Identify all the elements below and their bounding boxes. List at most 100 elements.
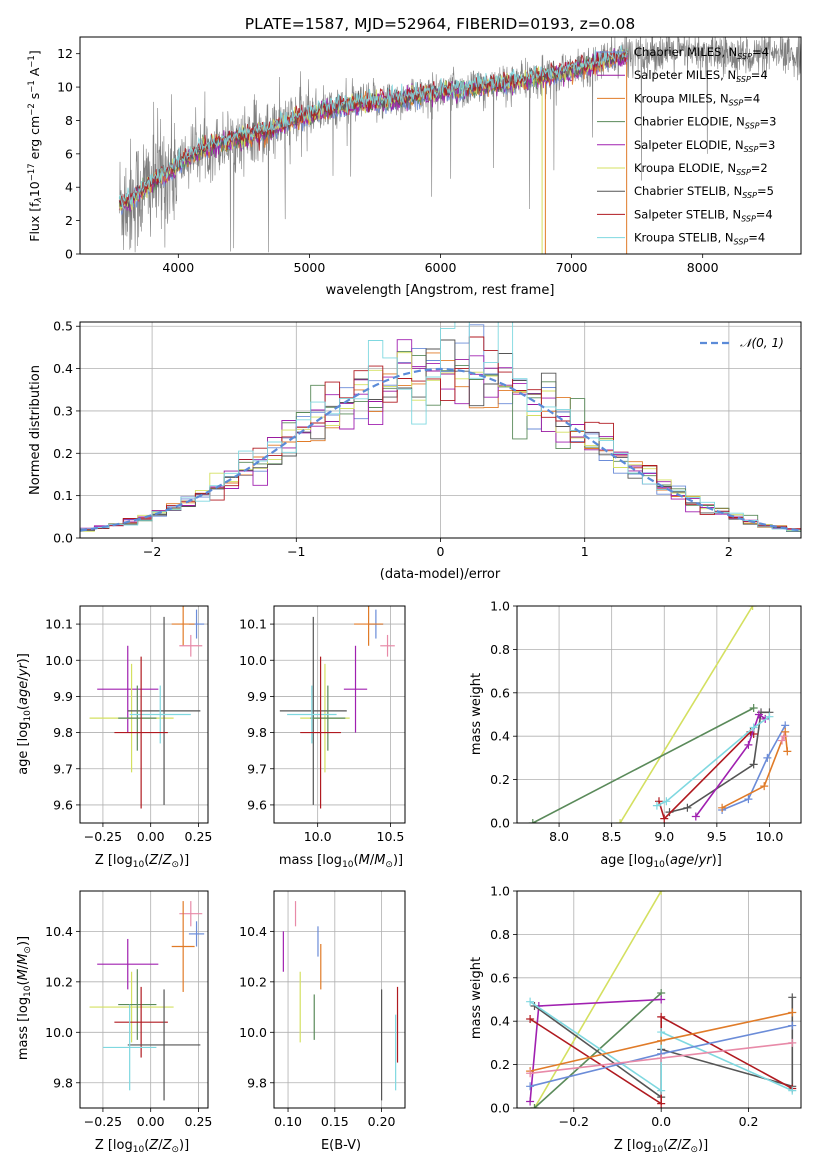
x-tick-label: −2 [143,544,161,559]
spectrum-title: PLATE=1587, MJD=52964, FIBERID=0193, z=0… [245,15,635,33]
error-bar-point [118,969,157,1040]
error-bar-point [114,656,168,809]
y-tick-label: 0.4 [490,729,510,744]
mass-weight-line [533,891,662,1108]
y-tick-label: 8 [65,113,73,128]
error-bar-point [118,685,157,751]
y-tick-label: 9.6 [53,797,73,812]
plus-marker [749,723,758,732]
spectrum-legend: Chabrier MILES, NSSP=4 Salpeter MILES, NS… [597,45,776,247]
plus-marker [788,993,797,1002]
plus-marker [788,1021,797,1030]
x-tick-label: 8000 [687,260,719,275]
y-tick-label: 9.8 [247,1075,267,1090]
error-bar-point [171,606,195,646]
x-tick-label: 6000 [425,260,457,275]
plus-marker [788,1038,797,1047]
error-bar-point [188,921,205,947]
plus-marker [526,1069,535,1078]
histogram-step [80,322,801,532]
mass-weight-line [721,731,789,809]
error-bar-point [97,938,159,990]
y-tick-label: 0.8 [490,927,510,942]
mass-weight-line [656,716,770,807]
plus-marker [662,797,671,806]
axes-frame [516,605,802,824]
x-tick-label: 0.25 [185,829,213,844]
error-bar-point [127,616,201,805]
y-tick-label: 0.0 [53,531,73,546]
plus-marker [749,760,758,769]
error-bar-point [102,1004,157,1091]
x-tick-label: 7000 [556,260,588,275]
plus-marker [660,814,669,823]
mass-weight-line [619,606,754,823]
residual-histogram-panel: −2 −1 0 1 2 0.0 0.1 0.2 0.3 0.4 0.5 𝒩(0, 1) (data-m… [28,319,802,582]
mass-weight-vs-age-panel: 8.0 8.5 9.0 9.5 10.0 0.0 0.2 0.4 0.6 0.8 1.0 age [… [469,599,802,870]
histogram-xlabel: (data-model)/error [380,567,501,582]
x-tick-label: 10.0 [756,829,784,844]
y-tick-label: 6 [65,146,73,161]
x-tick-label: 10.5 [377,829,405,844]
x-tick-label: 0.0 [651,1114,671,1129]
plus-marker [765,712,774,721]
error-bar-point [171,901,195,992]
plus-marker [526,997,535,1006]
mass-ebv-xlabel: E(B-V) [321,1138,361,1153]
mass-weight-vs-metallicity-panel: −0.2 0.0 0.2 0.0 0.2 0.4 0.6 0.8 1.0 Z [log10(Z/… [469,884,802,1155]
mw-age-ylabel: mass weight [469,673,484,755]
observed-spectrum [119,37,801,253]
x-tick-label: −1 [287,544,305,559]
error-bar-point [89,971,174,1043]
plot-content [89,901,205,1101]
plus-marker [749,703,758,712]
error-bar-point [343,645,368,733]
x-tick-label: 0.00 [137,829,165,844]
age-vs-mass-panel: 10.0 10.5 9.6 9.7 9.8 9.9 10.0 10.1 mass [log10… [239,605,406,870]
plus-marker [657,1028,666,1037]
y-tick-label: 10.0 [45,653,73,668]
spectrum-panel: PLATE=1587, MJD=52964, FIBERID=0193, z=0… [27,15,802,298]
y-tick-label: 0.0 [490,1101,510,1116]
x-tick-label: 1 [581,544,589,559]
y-tick-label: 9.7 [53,761,73,776]
mass-vs-metallicity-panel: −0.25 0.00 0.25 9.8 10.0 10.2 10.4 Z [log10(Z/… [16,890,213,1155]
legend-label: Salpeter ELODIE, NSSP=3 [634,138,775,154]
y-tick-label: 9.8 [53,725,73,740]
plus-marker [528,819,537,823]
y-tick-label: 1.0 [490,599,510,614]
legend-label: Kroupa ELODIE, NSSP=2 [634,161,768,177]
error-bar-point [127,989,201,1101]
age-z-xlabel: Z [log10(Z/Z⊙)] [95,853,189,870]
x-tick-label: 5000 [294,260,326,275]
x-tick-label: 0.25 [185,1114,213,1129]
plus-marker [657,891,666,895]
y-tick-label: 12 [57,46,73,61]
x-tick-label: 10.0 [304,829,332,844]
error-bar-point [380,634,395,657]
plus-marker [683,803,692,812]
age-mass-xlabel: mass [log10(M/M⊙)] [279,853,403,870]
error-bar-point [300,656,341,809]
y-tick-label: 0.2 [490,1057,510,1072]
plus-marker [526,1082,535,1091]
plus-marker [665,808,674,817]
error-bar-point [114,986,168,1058]
legend-label: Chabrier STELIB, NSSP=5 [634,184,774,200]
mass-weight-line [532,707,755,823]
axes-frame [79,890,209,1109]
error-bar-point [354,606,384,646]
mw-age-xlabel: age [log10(age/yr)] [600,853,722,870]
plot-content [526,891,797,1108]
plus-marker [744,795,753,804]
y-tick-label: 0.0 [490,816,510,831]
y-tick-label: 9.9 [247,689,267,704]
y-tick-label: 0.2 [490,772,510,787]
y-tick-label: 10.1 [239,617,267,632]
x-tick-label: 8.5 [602,829,622,844]
y-tick-label: 0.4 [53,361,73,376]
mw-z-ylabel: mass weight [469,957,484,1039]
model-spectrum [118,45,628,208]
x-tick-label: 2 [725,544,733,559]
